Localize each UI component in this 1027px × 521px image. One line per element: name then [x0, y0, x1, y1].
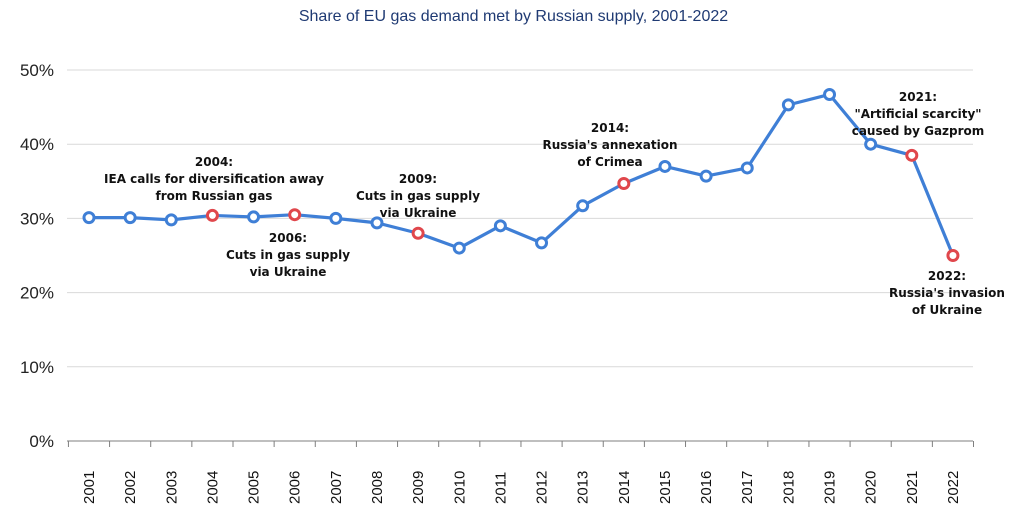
annotation-line: of Crimea	[577, 155, 642, 169]
x-tick-label: 2001	[81, 471, 98, 504]
x-tick-label: 2013	[575, 471, 592, 504]
annotation-line: Russia's invasion	[889, 286, 1005, 300]
annotation-2006: 2006: Cuts in gas supply via Ukraine	[226, 231, 350, 279]
annotation-line: Russia's annexation	[542, 138, 677, 152]
highlighted-data-point	[946, 249, 960, 262]
highlighted-data-point	[411, 226, 425, 240]
y-tick-label: 30%	[20, 209, 54, 228]
x-tick-label: 2004	[204, 471, 221, 504]
annotation-2021: 2021: "Artificial scarcity" caused by Gazp…	[852, 90, 985, 138]
x-tick-label: 2003	[163, 471, 180, 504]
x-tick-label: 2017	[739, 471, 756, 504]
x-tick-label: 2005	[246, 471, 263, 504]
y-tick-label: 40%	[20, 135, 54, 154]
highlighted-data-point	[905, 148, 919, 162]
data-point	[452, 241, 466, 255]
annotation-line: 2004:	[195, 155, 233, 169]
y-tick-label: 50%	[20, 61, 54, 80]
x-tick-label: 2008	[369, 471, 386, 504]
annotation-line: caused by Gazprom	[852, 124, 985, 138]
x-tick-label: 2009	[410, 471, 427, 504]
x-tick-label: 2015	[657, 471, 674, 504]
data-point	[493, 219, 507, 233]
x-tick-label: 2006	[287, 471, 304, 504]
highlighted-data-point	[617, 177, 631, 191]
x-tick-label: 2012	[534, 471, 551, 504]
annotation-line: of Ukraine	[912, 303, 982, 317]
data-point	[370, 216, 384, 230]
annotation-line: 2006:	[269, 231, 307, 245]
x-tick-label: 2002	[122, 471, 139, 504]
x-tick-label: 2022	[945, 471, 962, 504]
data-point	[329, 211, 343, 225]
annotation-2009: 2009: Cuts in gas supply via Ukraine	[356, 172, 480, 220]
x-tick-label: 2020	[863, 471, 880, 504]
annotation-line: via Ukraine	[380, 206, 457, 220]
x-tick-label: 2018	[780, 471, 797, 504]
x-tick-label: 2019	[822, 471, 839, 504]
annotation-line: Cuts in gas supply	[356, 189, 480, 203]
data-point	[576, 199, 590, 213]
y-tick-label: 0%	[29, 432, 54, 451]
x-tick-label: 2007	[328, 471, 345, 504]
annotation-line: 2009:	[399, 172, 437, 186]
data-point	[699, 169, 713, 183]
y-tick-label: 20%	[20, 284, 54, 303]
annotation-line: "Artificial scarcity"	[854, 107, 981, 121]
data-point	[864, 137, 878, 151]
annotation-line: 2021:	[899, 90, 937, 104]
highlighted-data-point	[288, 208, 302, 222]
annotation-line: from Russian gas	[156, 189, 273, 203]
annotation-2004: 2004: IEA calls for diversification away f…	[104, 155, 324, 203]
annotation-line: via Ukraine	[250, 265, 327, 279]
data-point	[164, 213, 178, 227]
x-tick-label: 2014	[616, 471, 633, 504]
annotation-2022: 2022: Russia's invasion of Ukraine	[889, 269, 1005, 317]
annotation-line: IEA calls for diversification away	[104, 172, 324, 186]
data-point	[535, 236, 549, 250]
x-tick-label: 2011	[492, 472, 509, 504]
x-tick-label: 2016	[698, 471, 715, 504]
y-tick-label: 10%	[20, 358, 54, 377]
chart-title: Share of EU gas demand met by Russian su…	[298, 8, 729, 25]
data-point	[823, 87, 837, 101]
annotation-line: Cuts in gas supply	[226, 248, 350, 262]
annotation-line: 2014:	[591, 121, 629, 135]
series-line	[89, 92, 955, 257]
data-point	[781, 98, 795, 112]
x-tick-label: 2021	[904, 471, 921, 504]
highlighted-data-point	[205, 208, 219, 222]
annotation-line: 2022:	[928, 269, 966, 283]
data-point	[123, 211, 137, 225]
data-point	[658, 159, 672, 173]
data-point	[247, 210, 261, 224]
data-point	[82, 211, 96, 225]
x-tick-label: 2010	[451, 471, 468, 504]
data-point	[740, 161, 754, 175]
annotation-2014: 2014: Russia's annexation of Crimea	[542, 121, 677, 169]
